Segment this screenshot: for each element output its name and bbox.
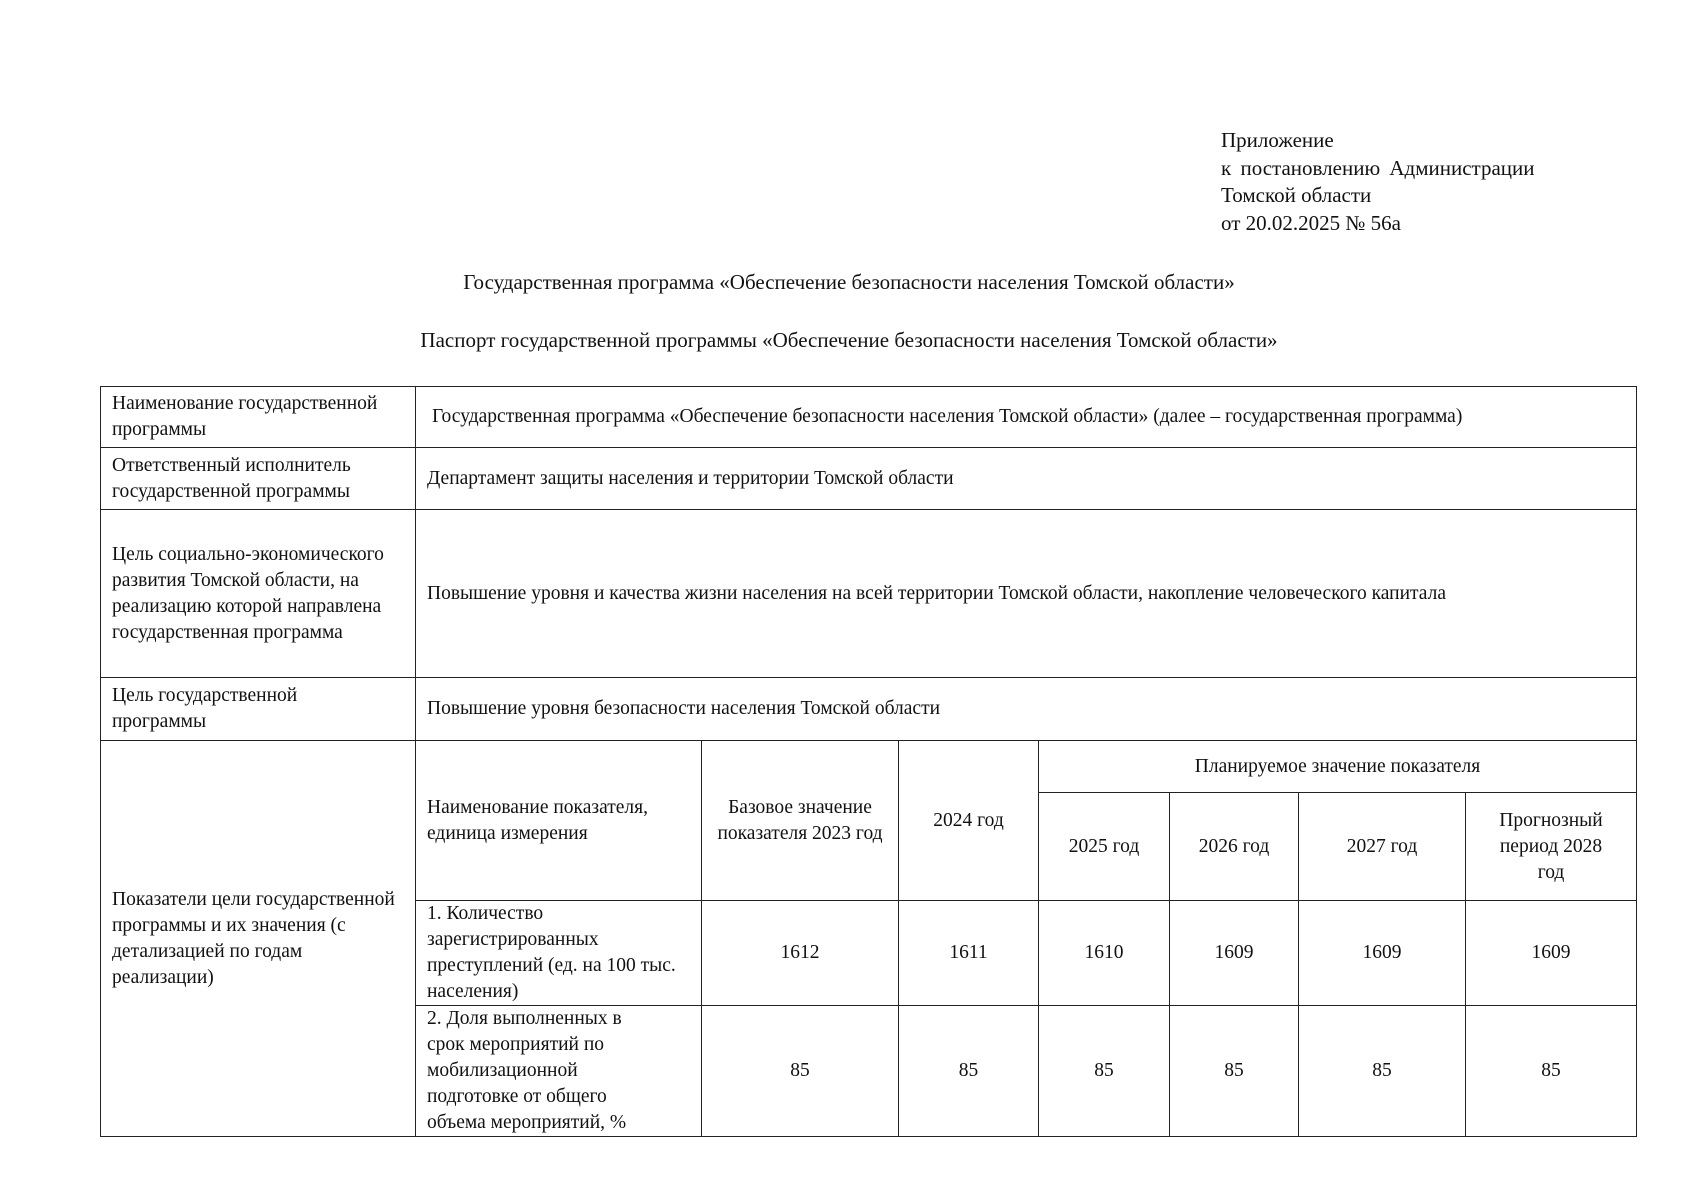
- header-year: 2026 год: [1169, 792, 1299, 901]
- document-title: Государственная программа «Обеспечение б…: [463, 270, 1235, 294]
- table-row: Наименование государственной программы Г…: [100, 386, 1638, 448]
- appendix-line: Приложение: [1221, 128, 1334, 152]
- indicator-value: 1609: [1169, 900, 1299, 1006]
- indicator-value: 85: [1038, 1005, 1170, 1137]
- passport-table: Наименование государственной программы Г…: [100, 386, 1638, 1137]
- table-row: Ответственный исполнитель государственно…: [100, 447, 1638, 510]
- indicator-value: 85: [1169, 1005, 1299, 1137]
- row-value: Государственная программа «Обеспечение б…: [414, 386, 1638, 448]
- table-row: Цель государственной программы Повышение…: [100, 677, 1638, 741]
- indicator-name: 1. Количество зарегистрированных преступ…: [415, 900, 702, 1006]
- indicator-name: 2. Доля выполненных в срок мероприятий п…: [415, 1005, 702, 1137]
- row-label: Наименование государственной программы: [100, 386, 416, 448]
- indicator-value: 1609: [1298, 900, 1466, 1006]
- indicators-header-row: Показатели цели государственной программ…: [100, 740, 1638, 1137]
- indicator-value: 85: [1298, 1005, 1466, 1137]
- passport-title: Паспорт государственной программы «Обесп…: [420, 328, 1278, 352]
- row-value: Департамент защиты населения и территори…: [414, 447, 1638, 510]
- header-indicator-name: Наименование показателя, единица измерен…: [415, 740, 702, 901]
- row-value: Повышение уровня безопасности населения …: [414, 677, 1638, 741]
- table-row: Цель социально-экономического развития Т…: [100, 509, 1638, 678]
- indicators-label: Показатели цели государственной программ…: [100, 740, 416, 1137]
- indicators-years-row: 2025 год 2026 год 2027 год Прогнозный пе…: [101, 792, 1638, 901]
- row-label: Ответственный исполнитель государственно…: [100, 447, 416, 510]
- row-label: Цель социально-экономического развития Т…: [100, 509, 416, 678]
- appendix-line: к постановлению Администрации: [1221, 155, 1535, 180]
- row-value: Повышение уровня и качества жизни населе…: [414, 509, 1638, 678]
- appendix-line: Томской области: [1221, 183, 1372, 207]
- header-year: 2027 год: [1298, 792, 1466, 901]
- header-planned: Планируемое значение показателя: [1037, 740, 1638, 793]
- indicator-row: 1. Количество зарегистрированных преступ…: [101, 900, 1638, 1006]
- indicator-value: 1612: [701, 900, 899, 1006]
- row-label: Цель государственной программы: [100, 677, 416, 741]
- header-year: 2025 год: [1038, 792, 1170, 901]
- indicator-value: 1611: [898, 900, 1039, 1006]
- indicator-value: 85: [898, 1005, 1039, 1137]
- indicator-row: 2. Доля выполненных в срок мероприятий п…: [101, 1005, 1638, 1137]
- indicator-value: 85: [701, 1005, 899, 1137]
- header-base-value: Базовое значение показателя 2023 год: [701, 740, 899, 901]
- indicator-value: 85: [1464, 1005, 1638, 1137]
- appendix-block: Приложение к постановлению Администрации…: [1221, 127, 1535, 237]
- header-2024: 2024 год: [898, 740, 1039, 901]
- indicator-value: 1609: [1464, 900, 1638, 1006]
- indicator-value: 1610: [1038, 900, 1170, 1006]
- header-year: Прогнозный период 2028 год: [1464, 792, 1638, 901]
- appendix-line: от 20.02.2025 № 56а: [1221, 210, 1402, 235]
